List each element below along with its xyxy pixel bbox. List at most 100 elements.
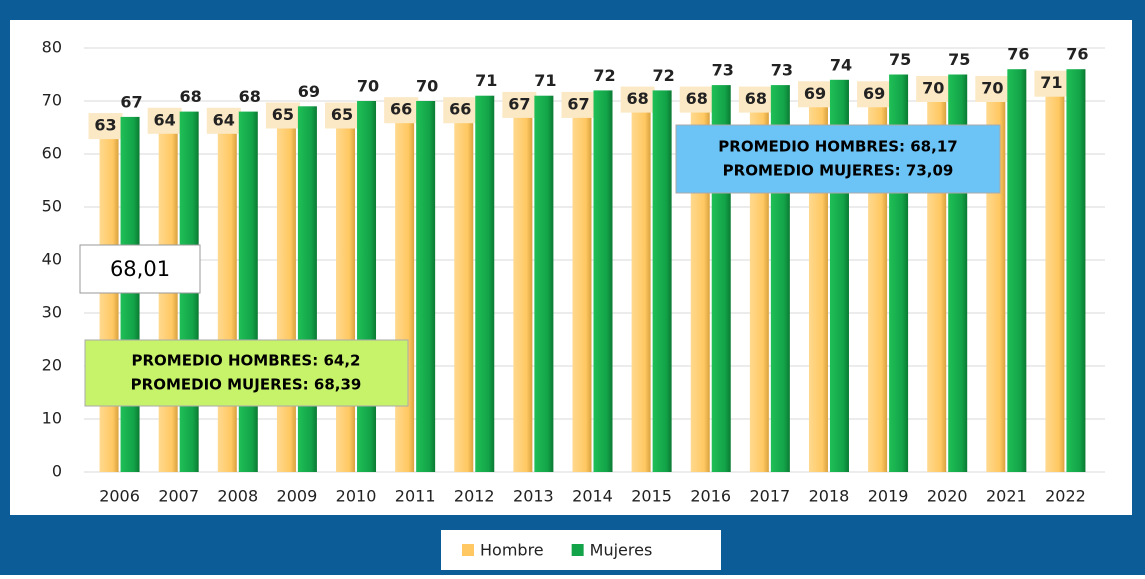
value-label: 67 [508, 94, 530, 113]
bar [808, 106, 828, 473]
y-tick-label: 80 [42, 38, 62, 57]
bar [749, 111, 769, 472]
y-tick-label: 10 [42, 409, 62, 428]
annotation-box [84, 339, 409, 407]
value-label: 65 [272, 105, 294, 124]
annotation: PROMEDIO MUJERES: 68,39 [131, 376, 362, 394]
bar [1007, 69, 1027, 472]
x-tick-label: 2014 [572, 487, 613, 506]
y-tick-label: 20 [42, 356, 62, 375]
bar [572, 116, 592, 473]
value-label: 68 [239, 87, 261, 106]
value-label: 64 [154, 110, 176, 129]
bar [357, 101, 377, 472]
value-label: 71 [534, 71, 556, 90]
value-label-box [147, 107, 182, 134]
bar [534, 95, 554, 472]
x-tick-label: 2012 [454, 487, 495, 506]
x-tick-label: 2017 [749, 487, 790, 506]
x-tick-label: 2009 [277, 487, 318, 506]
value-label: 71 [1040, 73, 1062, 92]
value-label-box [679, 86, 714, 113]
bar [868, 106, 888, 473]
value-label: 67 [120, 92, 142, 111]
bar [416, 101, 436, 472]
value-label-box [265, 102, 300, 129]
value-label: 66 [390, 100, 412, 119]
annotation: PROMEDIO MUJERES: 73,09 [723, 162, 954, 180]
value-label: 73 [771, 61, 793, 80]
x-tick-label: 2011 [395, 487, 436, 506]
x-tick-label: 2008 [217, 487, 258, 506]
bar [276, 127, 296, 472]
y-tick-label: 50 [42, 197, 62, 216]
annotation-box [79, 244, 201, 294]
x-tick-label: 2021 [986, 487, 1027, 506]
value-label: 65 [331, 105, 353, 124]
bar [1066, 69, 1086, 472]
value-label: 72 [593, 66, 615, 85]
bar [158, 132, 178, 473]
value-label-box [502, 91, 537, 118]
value-label: 68 [180, 87, 202, 106]
value-label: 67 [567, 94, 589, 113]
value-label: 70 [357, 77, 379, 96]
value-label-box [1034, 70, 1069, 97]
x-tick-label: 2020 [927, 487, 968, 506]
bar [120, 116, 140, 473]
bar [1045, 95, 1065, 472]
bar [297, 106, 317, 473]
legend-label: Mujeres [590, 541, 653, 560]
x-tick-label: 2015 [631, 487, 672, 506]
y-tick-label: 0 [52, 462, 62, 481]
x-tick-label: 2007 [158, 487, 199, 506]
bar [217, 132, 237, 473]
legend-swatch [571, 544, 584, 556]
annotation: PROMEDIO HOMBRES: 68,17 [718, 138, 957, 156]
x-tick-label: 2018 [809, 487, 850, 506]
legend-swatch [462, 544, 474, 556]
value-label: 66 [449, 100, 471, 119]
bar [631, 111, 651, 472]
bar [513, 116, 533, 473]
annotation: 68,01 [110, 257, 170, 281]
value-label: 71 [475, 71, 497, 90]
bar [99, 138, 119, 472]
value-label-box [88, 113, 123, 140]
y-tick-label: 70 [42, 91, 62, 110]
x-tick-label: 2016 [690, 487, 731, 506]
value-label-box [620, 86, 655, 113]
bar [238, 111, 258, 472]
value-label-box [384, 97, 419, 124]
value-label-box [857, 81, 892, 108]
value-label-box [206, 107, 241, 134]
bar [593, 90, 613, 473]
value-label: 68 [745, 89, 767, 108]
annotation-box [675, 124, 1001, 194]
bar [395, 122, 415, 472]
value-label: 68 [686, 89, 708, 108]
value-label: 70 [416, 77, 438, 96]
x-tick-label: 2013 [513, 487, 554, 506]
value-label: 64 [213, 110, 235, 129]
value-label: 73 [712, 61, 734, 80]
x-tick-label: 2022 [1045, 487, 1086, 506]
value-label: 76 [1066, 45, 1088, 64]
value-label: 69 [863, 84, 885, 103]
value-label: 70 [981, 79, 1003, 98]
x-tick-label: 2006 [99, 487, 140, 506]
bar [475, 95, 495, 472]
value-label: 63 [94, 116, 116, 135]
value-label-box [738, 86, 773, 113]
bar [454, 122, 474, 472]
value-label: 72 [652, 66, 674, 85]
value-label-box [797, 81, 832, 108]
value-label-box [443, 97, 478, 124]
bar [336, 127, 356, 472]
y-tick-label: 60 [42, 144, 62, 163]
bar [652, 90, 672, 473]
y-tick-label: 30 [42, 303, 62, 322]
x-tick-label: 2010 [336, 487, 377, 506]
value-label: 69 [298, 82, 320, 101]
